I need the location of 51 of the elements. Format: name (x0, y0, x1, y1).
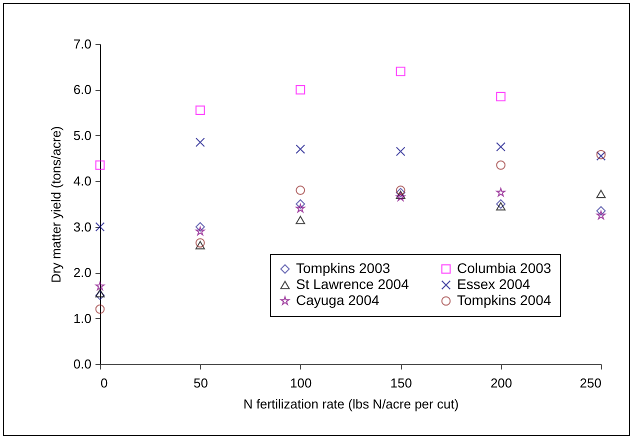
y-tick-label: 4.0 (73, 174, 92, 189)
point (296, 216, 306, 224)
x-tick-label: 200 (490, 376, 512, 390)
point (296, 204, 305, 213)
point (396, 66, 406, 76)
point (496, 188, 506, 197)
x-tick-label: 50 (193, 376, 208, 390)
point (296, 186, 306, 196)
point (396, 146, 406, 156)
point (196, 226, 205, 236)
y-tick-label: 0.0 (73, 356, 92, 372)
point (296, 199, 306, 209)
point (95, 304, 105, 314)
legend-label: Tompkins 2004 (457, 292, 552, 308)
point (195, 240, 205, 250)
y-tick-label: 7.0 (73, 36, 92, 52)
point (95, 160, 105, 170)
legend-label: St Lawrence 2004 (296, 276, 410, 292)
x-tick-label: 150 (390, 376, 412, 390)
point (95, 288, 105, 298)
x-tick-label: 250 (580, 376, 602, 390)
y-tick-label: 1.0 (73, 310, 92, 326)
legend-label: Tompkins 2003 (296, 260, 390, 276)
point (596, 206, 606, 216)
point (496, 202, 506, 210)
y-tick-label: 6.0 (73, 82, 92, 98)
point (296, 84, 306, 94)
point (95, 290, 105, 300)
point (596, 210, 606, 220)
point (195, 222, 205, 232)
point (496, 199, 506, 209)
point (496, 160, 506, 170)
point (95, 222, 105, 232)
point (95, 282, 105, 290)
y-tick-label: 2.0 (73, 265, 92, 280)
point (496, 142, 506, 152)
point (396, 190, 406, 200)
legend-label: Cayuga 2004 (296, 292, 380, 308)
point (596, 190, 606, 198)
y-tick-label: 5.0 (73, 128, 92, 143)
y-tick-label: 3.0 (73, 219, 92, 234)
point (195, 106, 205, 116)
point (496, 92, 506, 102)
x-axis-title: N fertilization rate (lbs N/acre per cut) (243, 396, 459, 412)
legend-label: Columbia 2003 (457, 260, 552, 276)
legend-label: Essex 2004 (457, 276, 530, 292)
x-tick-label: 100 (290, 376, 312, 390)
point (296, 144, 306, 154)
y-axis-title: Dry matter yield (tons/acre) (48, 126, 64, 283)
point (195, 138, 205, 148)
x-tick-label: 0 (100, 376, 108, 390)
